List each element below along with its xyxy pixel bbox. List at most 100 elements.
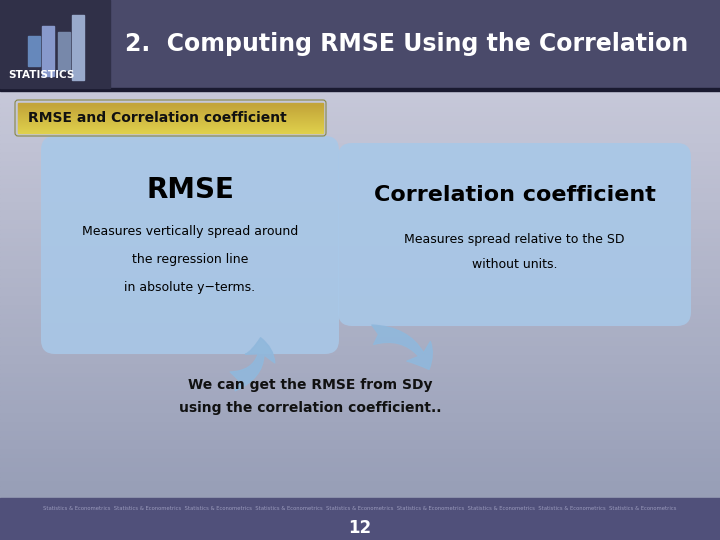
Bar	[0, 310, 720, 315]
Bar	[18, 110, 323, 111]
Bar	[0, 122, 720, 126]
Bar	[0, 333, 720, 338]
Bar	[0, 284, 720, 288]
Bar	[0, 517, 720, 522]
Bar	[0, 459, 720, 463]
Bar	[0, 234, 720, 239]
FancyArrowPatch shape	[372, 325, 432, 369]
Bar	[18, 107, 323, 108]
Bar	[0, 274, 720, 279]
Bar	[18, 111, 323, 112]
Bar	[0, 463, 720, 468]
FancyArrowPatch shape	[230, 338, 275, 391]
Text: using the correlation coefficient..: using the correlation coefficient..	[179, 401, 441, 415]
Bar	[0, 270, 720, 274]
Bar	[0, 252, 720, 256]
Bar	[0, 364, 720, 369]
Bar	[0, 239, 720, 243]
Bar	[0, 409, 720, 414]
Bar	[0, 162, 720, 166]
Bar	[0, 414, 720, 418]
Bar	[0, 306, 720, 310]
Bar	[18, 116, 323, 117]
Bar	[0, 171, 720, 176]
Bar	[18, 123, 323, 124]
Bar	[0, 31, 720, 36]
Bar	[0, 387, 720, 392]
Bar	[0, 14, 720, 18]
Bar	[0, 301, 720, 306]
Bar	[0, 500, 720, 504]
Bar	[0, 498, 720, 540]
Bar	[0, 405, 720, 409]
Bar	[0, 432, 720, 436]
Bar	[18, 114, 323, 115]
Bar	[0, 382, 720, 387]
FancyBboxPatch shape	[338, 143, 691, 326]
Bar	[0, 315, 720, 320]
Bar	[0, 85, 720, 90]
Bar	[18, 108, 323, 109]
Bar	[0, 131, 720, 135]
Bar	[18, 119, 323, 120]
Bar	[0, 472, 720, 477]
Bar	[0, 509, 720, 513]
Bar	[0, 68, 720, 72]
Bar	[0, 513, 720, 517]
Bar	[0, 374, 720, 378]
Text: the regression line: the regression line	[132, 253, 248, 267]
Text: Correlation coefficient: Correlation coefficient	[374, 185, 655, 205]
Bar	[18, 104, 323, 105]
Bar	[18, 128, 323, 129]
Bar	[0, 531, 720, 536]
Bar	[0, 225, 720, 229]
Text: Measures spread relative to the SD: Measures spread relative to the SD	[404, 233, 625, 246]
Bar	[0, 297, 720, 301]
Bar	[0, 0, 110, 88]
Bar	[0, 0, 720, 88]
Bar	[0, 423, 720, 428]
Bar	[18, 132, 323, 133]
Bar	[0, 261, 720, 266]
Bar	[18, 112, 323, 113]
Bar	[0, 220, 720, 225]
Bar	[18, 113, 323, 114]
Bar	[18, 115, 323, 116]
Bar	[0, 81, 720, 85]
Bar	[0, 436, 720, 441]
Bar	[0, 185, 720, 189]
Bar	[0, 279, 720, 284]
Bar	[0, 477, 720, 482]
Bar	[18, 131, 323, 132]
Bar	[18, 118, 323, 119]
Bar	[18, 129, 323, 130]
Text: in absolute y−terms.: in absolute y−terms.	[125, 281, 256, 294]
Bar	[0, 450, 720, 455]
Bar	[0, 58, 720, 63]
Bar	[0, 99, 720, 104]
Bar	[0, 117, 720, 122]
Bar	[0, 77, 720, 81]
Bar	[0, 230, 720, 234]
Bar	[0, 180, 720, 185]
Bar	[0, 50, 720, 54]
Bar	[18, 103, 323, 104]
Bar	[0, 495, 720, 500]
Bar	[18, 127, 323, 128]
Bar	[0, 360, 720, 364]
Bar	[0, 536, 720, 540]
Bar	[18, 126, 323, 127]
Text: RMSE and Correlation coefficient: RMSE and Correlation coefficient	[28, 111, 287, 125]
Bar	[0, 72, 720, 77]
Bar	[0, 216, 720, 220]
Bar	[0, 193, 720, 198]
Bar	[0, 490, 720, 495]
Bar	[18, 125, 323, 126]
Bar	[0, 0, 720, 4]
Bar	[0, 328, 720, 333]
Bar	[0, 428, 720, 432]
Bar	[0, 378, 720, 382]
Bar	[0, 347, 720, 351]
Text: Measures vertically spread around: Measures vertically spread around	[82, 226, 298, 239]
Bar	[0, 392, 720, 396]
